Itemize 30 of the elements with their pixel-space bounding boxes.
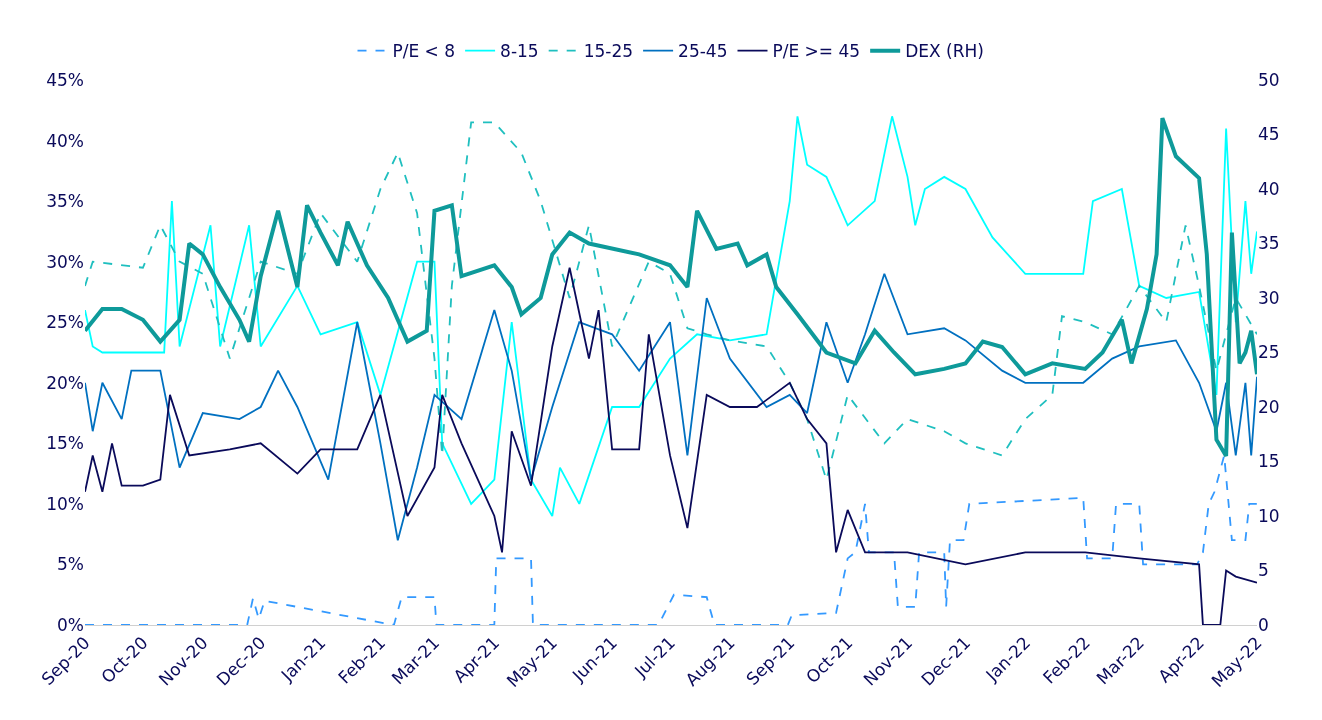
y2-tick-label: 5 [1258, 560, 1269, 581]
legend-label: 25-45 [678, 41, 728, 62]
y-tick-label: 10% [46, 493, 84, 514]
y2-tick-label: 0 [1258, 614, 1269, 635]
y2-tick-label: 10 [1258, 505, 1280, 526]
y-tick-label: 25% [46, 312, 84, 333]
y2-tick-label: 15 [1258, 451, 1280, 472]
y-tick-label: 40% [46, 130, 84, 151]
y-tick-label: 35% [46, 191, 84, 212]
y2-tick-label: 20 [1258, 396, 1280, 417]
y2-tick-label: 25 [1258, 342, 1280, 363]
legend-label: P/E < 8 [392, 41, 456, 62]
y2-tick-label: 45 [1258, 124, 1280, 145]
y2-tick-label: 50 [1258, 69, 1280, 90]
legend-label: 8-15 [500, 41, 539, 62]
y-tick-label: 30% [46, 251, 84, 272]
legend-label: DEX (RH) [905, 41, 984, 62]
y2-tick-label: 35 [1258, 233, 1280, 254]
y-tick-label: 20% [46, 372, 84, 393]
y-tick-label: 0% [57, 614, 84, 635]
y-tick-label: 15% [46, 433, 84, 454]
line-series [85, 266, 1257, 625]
legend-label: P/E >= 45 [772, 41, 861, 62]
y-tick-label: 45% [46, 69, 84, 90]
line-series [85, 272, 1257, 542]
y2-tick-label: 40 [1258, 178, 1280, 199]
line-series [85, 454, 1257, 625]
y-tick-label: 5% [57, 554, 84, 575]
y2-tick-label: 30 [1258, 287, 1280, 308]
legend-label: 15-25 [583, 41, 634, 62]
